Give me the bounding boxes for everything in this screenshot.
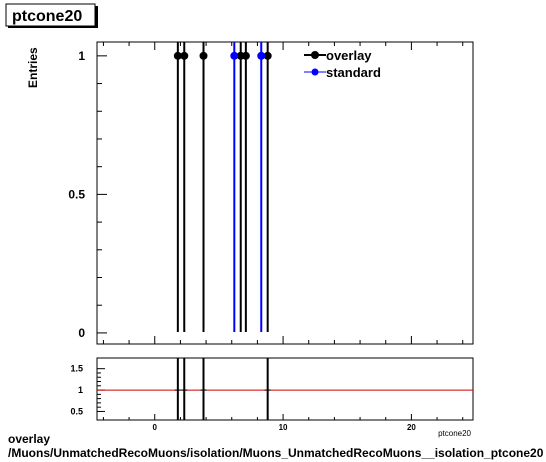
data-point-standard	[257, 51, 266, 60]
ratio-data	[97, 358, 473, 420]
y-tick-label: 0	[78, 326, 85, 340]
legend-marker-overlay	[311, 51, 319, 59]
data-point-standard	[230, 51, 239, 60]
legend-label-overlay: overlay	[326, 48, 372, 63]
y-tick-label: 0.5	[68, 187, 85, 201]
data-point-overlay	[241, 51, 250, 60]
main-plot-frame	[96, 41, 474, 345]
ratio-x-tick-label: 10	[279, 423, 288, 432]
data-point-overlay	[263, 51, 272, 60]
main-data-points	[173, 51, 272, 60]
ratio-x-tick-label: 20	[407, 423, 416, 432]
title-box: ptcone20	[5, 3, 98, 28]
ratio-y-tick-label: 0.5	[70, 406, 83, 416]
ratio-axis-ticks: 0.5 1 1.5 0 10 20	[70, 364, 464, 432]
y-tick-label: 1	[78, 49, 85, 63]
data-point-overlay	[173, 51, 182, 60]
main-data-lines	[176, 42, 269, 332]
y-axis-label: Entries	[26, 47, 40, 88]
data-point-overlay	[199, 51, 208, 60]
main-axis-ticks: 00.51	[68, 42, 464, 344]
ratio-x-tick-label: 0	[153, 423, 158, 432]
data-point-overlay	[180, 51, 189, 60]
legend-marker-standard	[311, 68, 319, 76]
ratio-plot-frame	[96, 357, 474, 421]
legend-label-standard: standard	[326, 65, 381, 80]
chart-title: ptcone20	[12, 8, 82, 25]
legend: overlay standard	[304, 48, 381, 80]
ratio-y-tick-label: 1	[78, 385, 83, 395]
ratio-y-tick-label: 1.5	[70, 364, 83, 374]
footer-line2: /Muons/UnmatchedRecoMuons/isolation/Muon…	[8, 446, 544, 460]
x-axis-label: ptcone20	[438, 429, 471, 438]
footer-line1: overlay	[8, 432, 50, 446]
